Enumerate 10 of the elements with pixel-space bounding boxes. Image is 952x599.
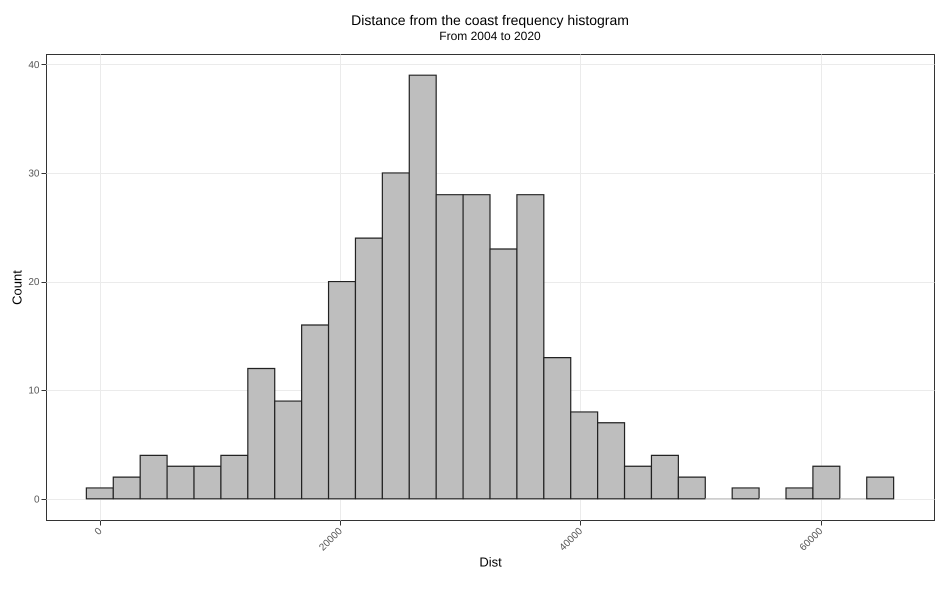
y-axis-title: Count [9,270,24,305]
x-tick-label: 0 [92,526,105,538]
chart-title: Distance from the coast frequency histogram [351,12,629,28]
y-tick-label: 0 [34,494,40,506]
y-tick-label: 40 [28,60,40,71]
y-tick-label: 20 [28,277,40,288]
x-axis-title: Dist [479,554,502,570]
y-tick-label: 30 [28,168,40,180]
chart-subtitle: From 2004 to 2020 [439,29,542,43]
y-tick-label: 10 [28,386,40,397]
